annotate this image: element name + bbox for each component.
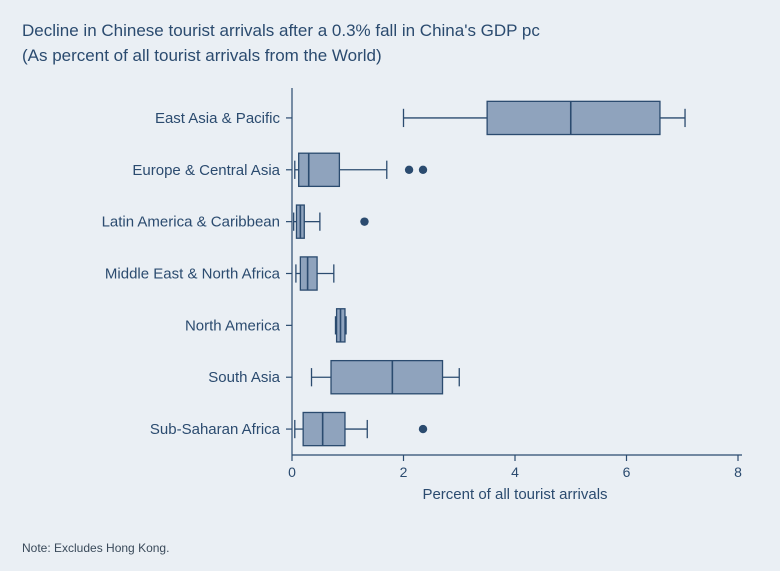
outlier-point: [419, 425, 427, 433]
category-label: Latin America & Caribbean: [102, 214, 280, 231]
box: [300, 257, 317, 290]
outlier-point: [360, 217, 368, 225]
category-label: Europe & Central Asia: [132, 162, 280, 179]
chart-page: Decline in Chinese tourist arrivals afte…: [0, 0, 780, 571]
box: [331, 361, 443, 394]
chart-subtitle: (As percent of all tourist arrivals from…: [22, 45, 758, 68]
category-label: Sub-Saharan Africa: [150, 421, 281, 438]
category-label: South Asia: [208, 369, 280, 386]
x-tick-label: 6: [623, 464, 631, 480]
boxplot-chart: 0 2 4 6 8 Percent of all tourist arrivals East…: [22, 78, 758, 511]
x-tick-label: 0: [288, 464, 296, 480]
x-tick-label: 2: [400, 464, 408, 480]
chart-note: Note: Excludes Hong Kong.: [22, 541, 169, 555]
chart-title: Decline in Chinese tourist arrivals afte…: [22, 20, 758, 43]
outlier-point: [419, 166, 427, 174]
box: [299, 153, 340, 186]
category-label: North America: [185, 317, 281, 334]
x-tick-label: 4: [511, 464, 519, 480]
x-axis-label: Percent of all tourist arrivals: [422, 486, 607, 503]
box: [487, 101, 660, 134]
x-tick-label: 8: [734, 464, 742, 480]
category-label: East Asia & Pacific: [155, 110, 281, 127]
box: [303, 412, 345, 445]
boxplot-svg: 0 2 4 6 8 Percent of all tourist arrivals East…: [22, 78, 758, 511]
category-label: Middle East & North Africa: [105, 266, 281, 283]
outlier-point: [405, 166, 413, 174]
